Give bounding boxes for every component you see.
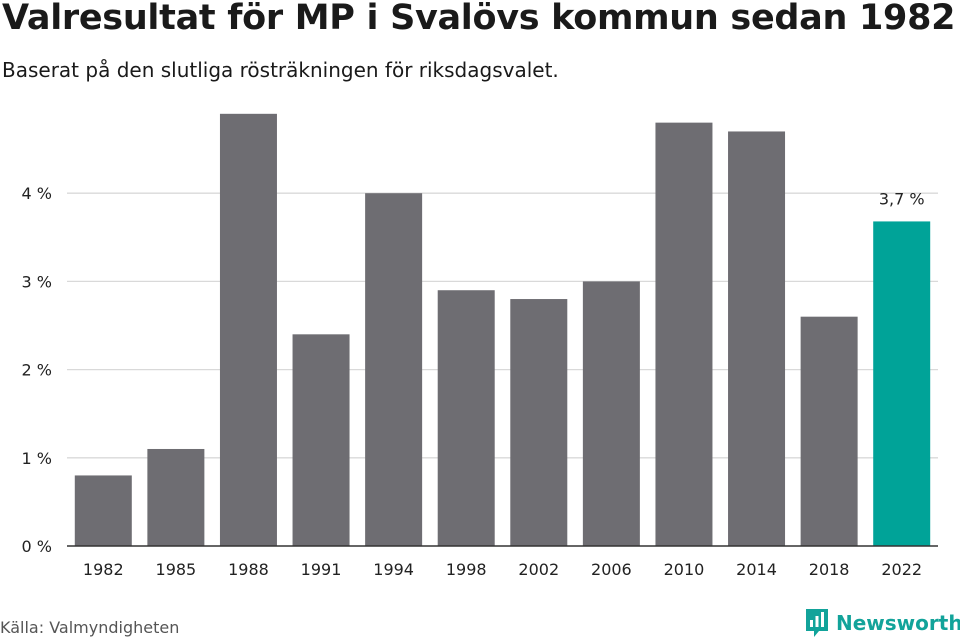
bar-1988 <box>219 113 277 546</box>
x-tick-label: 1991 <box>301 560 342 579</box>
x-tick-label: 2022 <box>881 560 922 579</box>
y-tick-label: 4 % <box>22 184 52 203</box>
grid-lines <box>67 192 938 459</box>
bar-1991 <box>292 334 350 546</box>
x-tick-label: 2006 <box>591 560 632 579</box>
labels: 0 % 1 % 2 % 3 % 4 % 1982 1985 1988 1991 1994 1998 2… <box>22 184 938 579</box>
bar-1982 <box>74 475 132 546</box>
x-tick-label: 1994 <box>373 560 414 579</box>
bars <box>74 113 931 546</box>
bar-2018 <box>800 316 858 546</box>
x-tick-label: 1988 <box>228 560 269 579</box>
chart-subtitle: Baserat på den slutliga rösträkningen fö… <box>2 58 559 82</box>
bar-2014 <box>728 131 786 546</box>
y-tick-label: 3 % <box>22 272 52 291</box>
bar-1994 <box>365 193 423 546</box>
y-tick-label: 1 % <box>22 449 52 468</box>
x-tick-label: 1982 <box>83 560 124 579</box>
brand-logo: Newsworthy <box>804 606 960 640</box>
x-tick-label: 2002 <box>518 560 559 579</box>
bar-2010 <box>655 122 713 546</box>
x-tick-label: 2010 <box>664 560 705 579</box>
y-tick-label: 0 % <box>22 537 52 556</box>
bar-1985 <box>147 448 205 546</box>
x-tick-label: 2014 <box>736 560 777 579</box>
data-label: 3,7 % <box>879 189 925 208</box>
x-tick-label: 1985 <box>156 560 197 579</box>
brand-name: Newsworthy <box>836 611 960 635</box>
x-tick-label: 2018 <box>809 560 850 579</box>
bar-2006 <box>582 281 640 546</box>
chart-title: Valresultat för MP i Svalövs kommun seda… <box>2 0 956 38</box>
bar-1998 <box>437 290 495 546</box>
bar-2022 <box>873 221 931 546</box>
newsworthy-logo-icon <box>806 609 828 637</box>
y-tick-label: 2 % <box>22 361 52 380</box>
x-tick-label: 1998 <box>446 560 487 579</box>
source-note: Källa: Valmyndigheten <box>0 618 180 637</box>
bar-2002 <box>510 299 568 546</box>
